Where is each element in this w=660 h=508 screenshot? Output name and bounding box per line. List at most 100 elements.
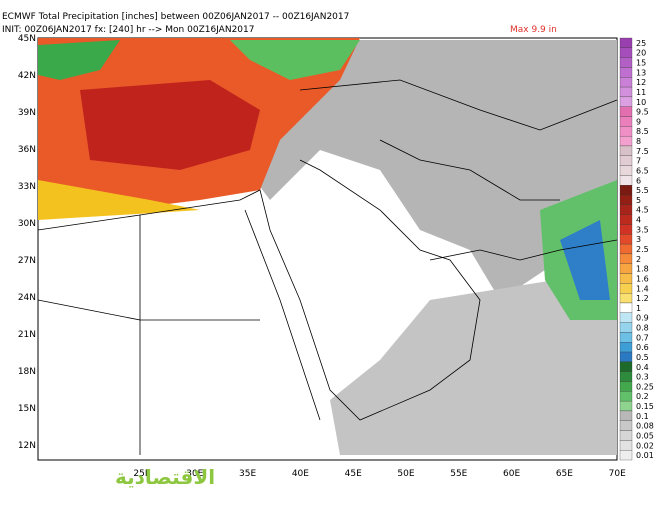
colorbar-swatch — [619, 106, 633, 117]
colorbar-label: 25 — [636, 39, 646, 48]
lat-label: 42N — [18, 71, 36, 81]
colorbar-swatch — [619, 400, 633, 412]
colorbar-label: 12 — [636, 78, 646, 87]
lat-label: 15N — [18, 404, 36, 414]
colorbar-label: 6 — [636, 176, 641, 185]
max-label: Max 9.9 in — [510, 25, 557, 35]
colorbar-swatch — [619, 37, 633, 48]
colorbar-swatch — [619, 57, 633, 68]
colorbar-swatch — [619, 185, 633, 196]
colorbar-label: 15 — [636, 59, 646, 68]
colorbar-swatch — [619, 243, 633, 255]
colorbar-label: 0.5 — [636, 353, 649, 362]
lon-label: 35E — [239, 469, 256, 479]
colorbar-label: 0.2 — [636, 392, 649, 401]
lat-label: 45N — [18, 34, 36, 44]
colorbar-swatch — [619, 430, 633, 441]
colorbar-label: 0.01 — [636, 451, 654, 460]
colorbar-swatch — [619, 155, 633, 166]
colorbar-swatch — [619, 322, 633, 333]
colorbar-swatch — [619, 116, 633, 127]
colorbar-label: 0.05 — [636, 431, 654, 440]
colorbar-swatch — [619, 77, 633, 88]
lon-label: 60E — [503, 469, 520, 479]
colorbar-swatch — [619, 273, 633, 284]
gray-rain-south — [330, 270, 617, 455]
colorbar-label: 7.5 — [636, 147, 649, 156]
colorbar-swatch — [619, 410, 633, 421]
colorbar-swatch — [619, 312, 633, 323]
blue-rain — [560, 220, 610, 300]
colorbar-label: 3 — [636, 235, 641, 244]
colorbar-swatch — [619, 263, 633, 274]
green-rain-north — [230, 40, 360, 80]
colorbar-label: 1.8 — [636, 265, 649, 274]
init-line: INIT: 00Z06JAN2017 fx: [240] hr --> Mon … — [2, 25, 254, 35]
colorbar-swatch — [619, 204, 633, 215]
watermark: الاقتصادية — [115, 465, 215, 489]
colorbar-label: 3.5 — [636, 225, 649, 234]
map-area — [37, 37, 618, 461]
lon-label: 65E — [556, 469, 573, 479]
lat-label: 33N — [18, 182, 36, 192]
lon-labels: 25E 30E 35E 40E 45E 50E 55E 60E 65E 70E — [133, 469, 626, 479]
colorbar-label: 10 — [636, 98, 646, 107]
colorbar-label: 5 — [636, 196, 641, 205]
colorbar-label: 8.5 — [636, 127, 649, 136]
colorbar-swatch — [619, 234, 633, 245]
colorbar-swatch — [619, 126, 633, 137]
colorbar-label: 4 — [636, 216, 641, 225]
colorbar-swatch — [619, 86, 633, 98]
colorbar-label: 2.5 — [636, 245, 649, 254]
lon-label: 50E — [397, 469, 414, 479]
colorbar-swatch — [619, 293, 633, 304]
colorbar-swatch — [619, 302, 633, 313]
colorbar-label: 1.2 — [636, 294, 649, 303]
colorbar-label: 0.02 — [636, 441, 654, 450]
colorbar-swatch — [619, 283, 633, 294]
map-title: ECMWF Total Precipitation [inches] betwe… — [2, 12, 349, 22]
colorbar-label: 0.3 — [636, 373, 649, 382]
colorbar-swatch — [619, 342, 633, 353]
green-rain — [38, 40, 120, 80]
coastlines — [37, 79, 618, 455]
colorbar-swatch — [619, 67, 633, 78]
colorbar-label: 0.6 — [636, 343, 649, 352]
lat-label: 27N — [18, 256, 36, 266]
lat-label: 21N — [18, 330, 36, 340]
colorbar-swatch — [619, 96, 633, 107]
colorbar-label: 20 — [636, 49, 646, 58]
colorbar-swatch — [619, 391, 633, 402]
lon-label: 30E — [186, 469, 203, 479]
lat-label: 39N — [18, 108, 36, 118]
colorbar-label: 4.5 — [636, 206, 649, 215]
colorbar-label: 1 — [636, 304, 641, 313]
colorbar-label: 11 — [636, 88, 646, 97]
colorbar-label: 8 — [636, 137, 641, 146]
colorbar-label: 9.5 — [636, 108, 649, 117]
colorbar-swatch — [619, 450, 633, 461]
colorbar-swatch — [619, 440, 633, 451]
colorbar: 252015131211109.598.587.576.565.554.543.… — [619, 37, 654, 461]
colorbar-label: 9 — [636, 117, 641, 126]
colorbar-label: 0.4 — [636, 363, 649, 372]
lat-label: 24N — [18, 293, 36, 303]
colorbar-swatch — [619, 253, 633, 264]
colorbar-swatch — [619, 47, 633, 58]
lat-label: 36N — [18, 145, 36, 155]
colorbar-label: 1.4 — [636, 284, 649, 293]
lat-labels: 45N 42N 39N 36N 33N 30N 27N 24N 21N 18N 15N 12N — [18, 34, 36, 451]
colorbar-label: 2 — [636, 255, 641, 264]
colorbar-swatch — [619, 165, 633, 176]
colorbar-label: 0.15 — [636, 402, 654, 411]
colorbar-swatch — [619, 214, 633, 225]
colorbar-label: 6.5 — [636, 166, 649, 175]
colorbar-swatch — [619, 135, 633, 147]
colorbar-label: 13 — [636, 68, 646, 77]
lat-label: 12N — [18, 441, 36, 451]
colorbar-swatch — [619, 194, 633, 205]
lat-label: 30N — [18, 219, 36, 229]
gray-rain — [240, 40, 617, 300]
colorbar-swatch — [619, 224, 633, 235]
